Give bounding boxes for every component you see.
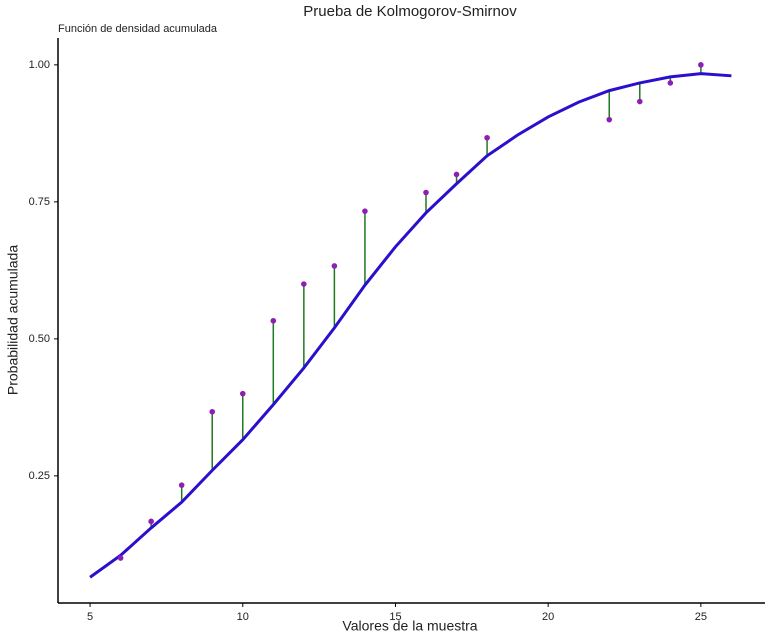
ecdf-point [301,281,307,287]
ecdf-point [148,518,154,525]
ecdf-point [606,116,613,123]
y-tick-label: 1.00 [29,59,50,71]
ecdf-point [178,482,185,488]
x-axis-label: Valores de la muestra [342,618,477,634]
x-tick-label: 10 [237,611,249,623]
ecdf-point [698,62,704,68]
y-tick-label: 0.50 [29,333,50,345]
ecdf-point [453,171,460,178]
chart-title: Prueba de Kolmogorov-Smirnov [303,3,517,20]
ecdf-point [331,263,338,269]
ecdf-point [423,189,429,196]
y-axis-label: Probabilidad acumulada [5,245,21,395]
cdf-line [89,72,732,579]
y-tick-label: 0.75 [29,196,50,208]
ecdf-point [270,317,277,324]
chart-subtitle: Función de densidad acumulada [58,23,218,35]
ecdf-point [362,208,368,214]
ecdf-point [117,555,124,561]
x-tick-label: 15 [389,611,401,623]
x-tick-label: 5 [87,611,93,623]
x-tick-label: 25 [695,611,707,623]
y-tick-label: 0.25 [29,470,50,482]
ecdf-point [667,80,674,86]
ecdf-point [636,98,643,105]
x-tick-label: 20 [542,611,554,623]
ecdf-point [484,134,490,141]
ecdf-point [239,390,246,397]
ecdf-point [209,408,216,415]
